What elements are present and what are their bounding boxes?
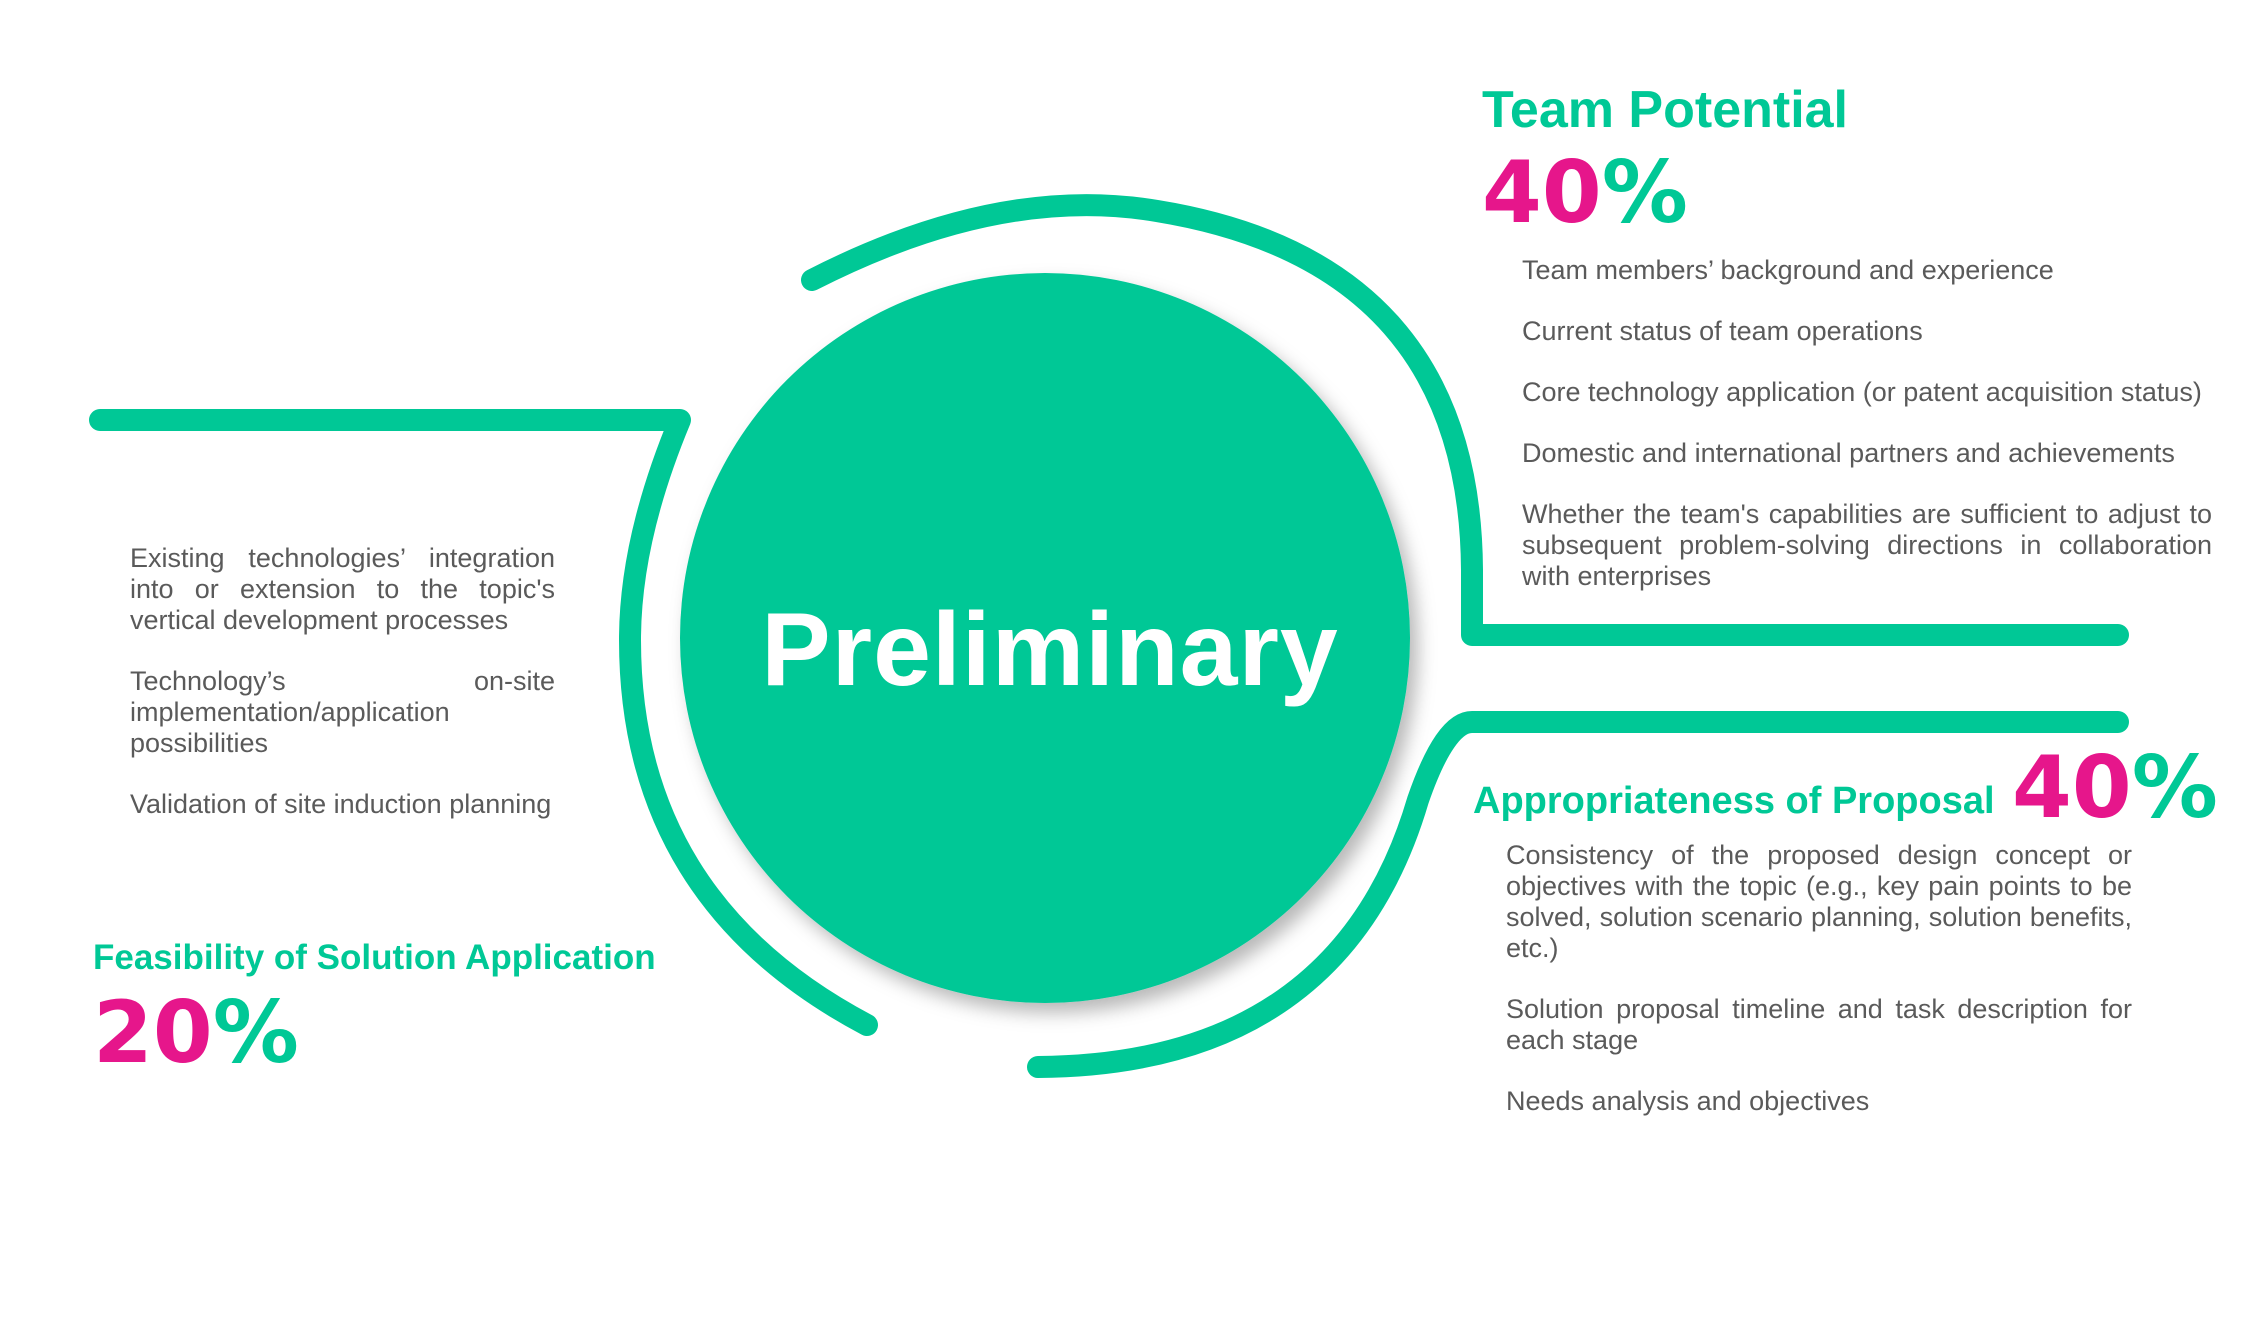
- list-item: Whether the team's capabilities are suff…: [1522, 499, 2212, 591]
- list-item: Validation of site induction planning: [130, 789, 552, 819]
- feasibility-criteria-list: Existing technologies’ integration into …: [130, 543, 555, 850]
- hub-circle: [680, 273, 1410, 1003]
- list-item: Domestic and international partners and …: [1522, 438, 2175, 468]
- percent-sign: %: [1601, 143, 1688, 243]
- appropriateness-connector: [1027, 711, 2129, 1078]
- list-item: Solution proposal timeline and task desc…: [1506, 994, 2132, 1055]
- feasibility-percent: 20%: [93, 990, 299, 1076]
- appropriateness-title: Appropriateness of Proposal: [1473, 780, 1995, 822]
- list-item: Current status of team operations: [1522, 316, 1923, 346]
- team-potential-title: Team Potential: [1482, 81, 1849, 139]
- team-potential-connector: [801, 194, 2129, 646]
- hub-label: Preliminary: [761, 591, 1339, 708]
- feasibility-title: Feasibility of Solution Application: [93, 938, 656, 977]
- list-item: Existing technologies’ integration into …: [130, 543, 555, 635]
- list-item: Team members’ background and experience: [1522, 255, 2054, 285]
- team-potential-percent: 40%: [1482, 150, 1688, 236]
- list-item: Needs analysis and objectives: [1506, 1086, 1870, 1116]
- list-item: Consistency of the proposed design conce…: [1506, 840, 2132, 963]
- team-potential-percent-value: 40: [1482, 143, 1602, 243]
- appropriateness-percent: 40%: [2012, 745, 2218, 831]
- appropriateness-percent-value: 40: [2012, 738, 2132, 838]
- percent-sign: %: [212, 983, 299, 1083]
- feasibility-percent-value: 20: [93, 983, 213, 1083]
- appropriateness-criteria-list: Consistency of the proposed design conce…: [1506, 840, 2132, 1147]
- list-item: Technology’s on-site implementation/appl…: [130, 666, 555, 758]
- team-potential-criteria-list: Team members’ background and experience …: [1522, 255, 2212, 622]
- list-item: Core technology application (or patent a…: [1522, 377, 2202, 407]
- feasibility-connector: [89, 409, 878, 1036]
- percent-sign: %: [2131, 738, 2218, 838]
